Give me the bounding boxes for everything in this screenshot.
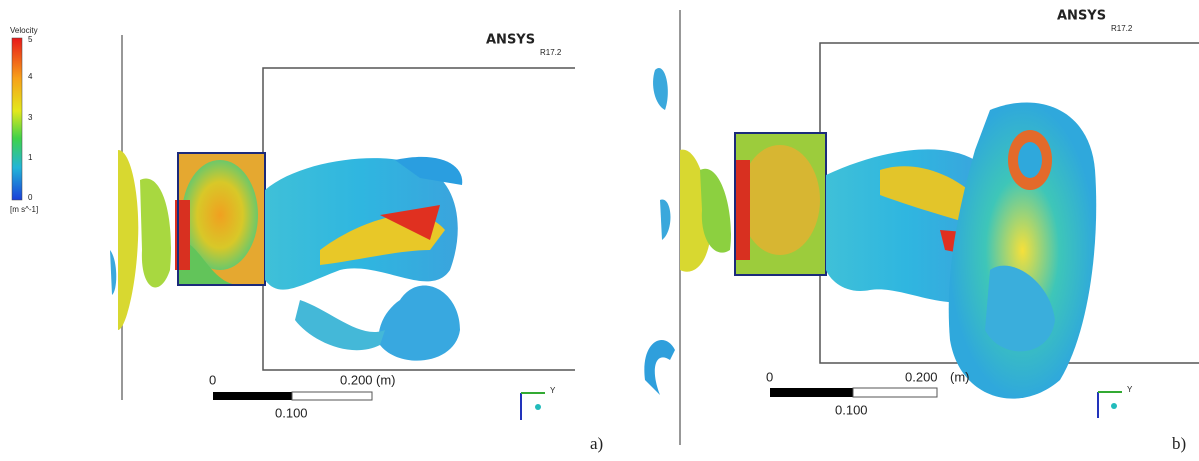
version: R17.2 [1111,24,1133,33]
panel-a: ANSYS R17.2 0 0.200 (m) 0.100 Y a) [110,33,603,453]
scale-bar [853,388,937,397]
scale-unit: (m) [950,369,970,384]
legend-tick: 1 [28,153,33,162]
color-bar [12,38,22,200]
tip-vortex [653,68,668,110]
version: R17.2 [540,48,562,57]
axis-triad [535,404,541,410]
scale-start: 0 [209,372,216,387]
panel-label: a) [590,434,603,453]
vortex-ring [295,300,385,350]
vortex-ring [379,286,460,361]
scale-unit: (m) [376,372,396,387]
legend-title: Velocity [10,26,38,35]
tip-vortex [110,250,116,295]
logo: ANSYS [486,33,535,48]
velocity-field [735,160,750,260]
scale-end: 0.200 [905,369,938,384]
scale-start: 0 [766,369,773,384]
scale-end: 0.200 [340,372,373,387]
axis-label: Y [550,386,556,395]
legend-unit: [m s^-1] [10,205,38,214]
axis-label: Y [1127,385,1133,394]
velocity-field [740,145,820,255]
rotor-blade [118,150,138,330]
legend-tick: 0 [28,193,33,202]
legend-tick: 4 [28,72,33,81]
legend-tick: 3 [28,113,33,122]
legend-tick: 5 [28,35,33,44]
tip-vortex [660,200,670,240]
logo: ANSYS [1057,9,1106,24]
scale-bar [292,392,372,400]
rotor-blade [140,178,171,287]
figure: Velocity 5 4 3 1 0 [m s^-1] ANSYS R17.2 … [0,0,1199,461]
scale-bar [213,392,292,400]
axis-triad [1111,403,1117,409]
panel-b: ANSYS R17.2 0 0.200 (m) 0.100 Y b) [644,9,1199,453]
tip-vortex [644,340,675,395]
scale-bar [770,388,853,397]
scale-mid: 0.100 [835,402,868,417]
panel-label: b) [1172,434,1186,453]
scale-mid: 0.100 [275,405,308,420]
vortex-core [1018,142,1042,178]
